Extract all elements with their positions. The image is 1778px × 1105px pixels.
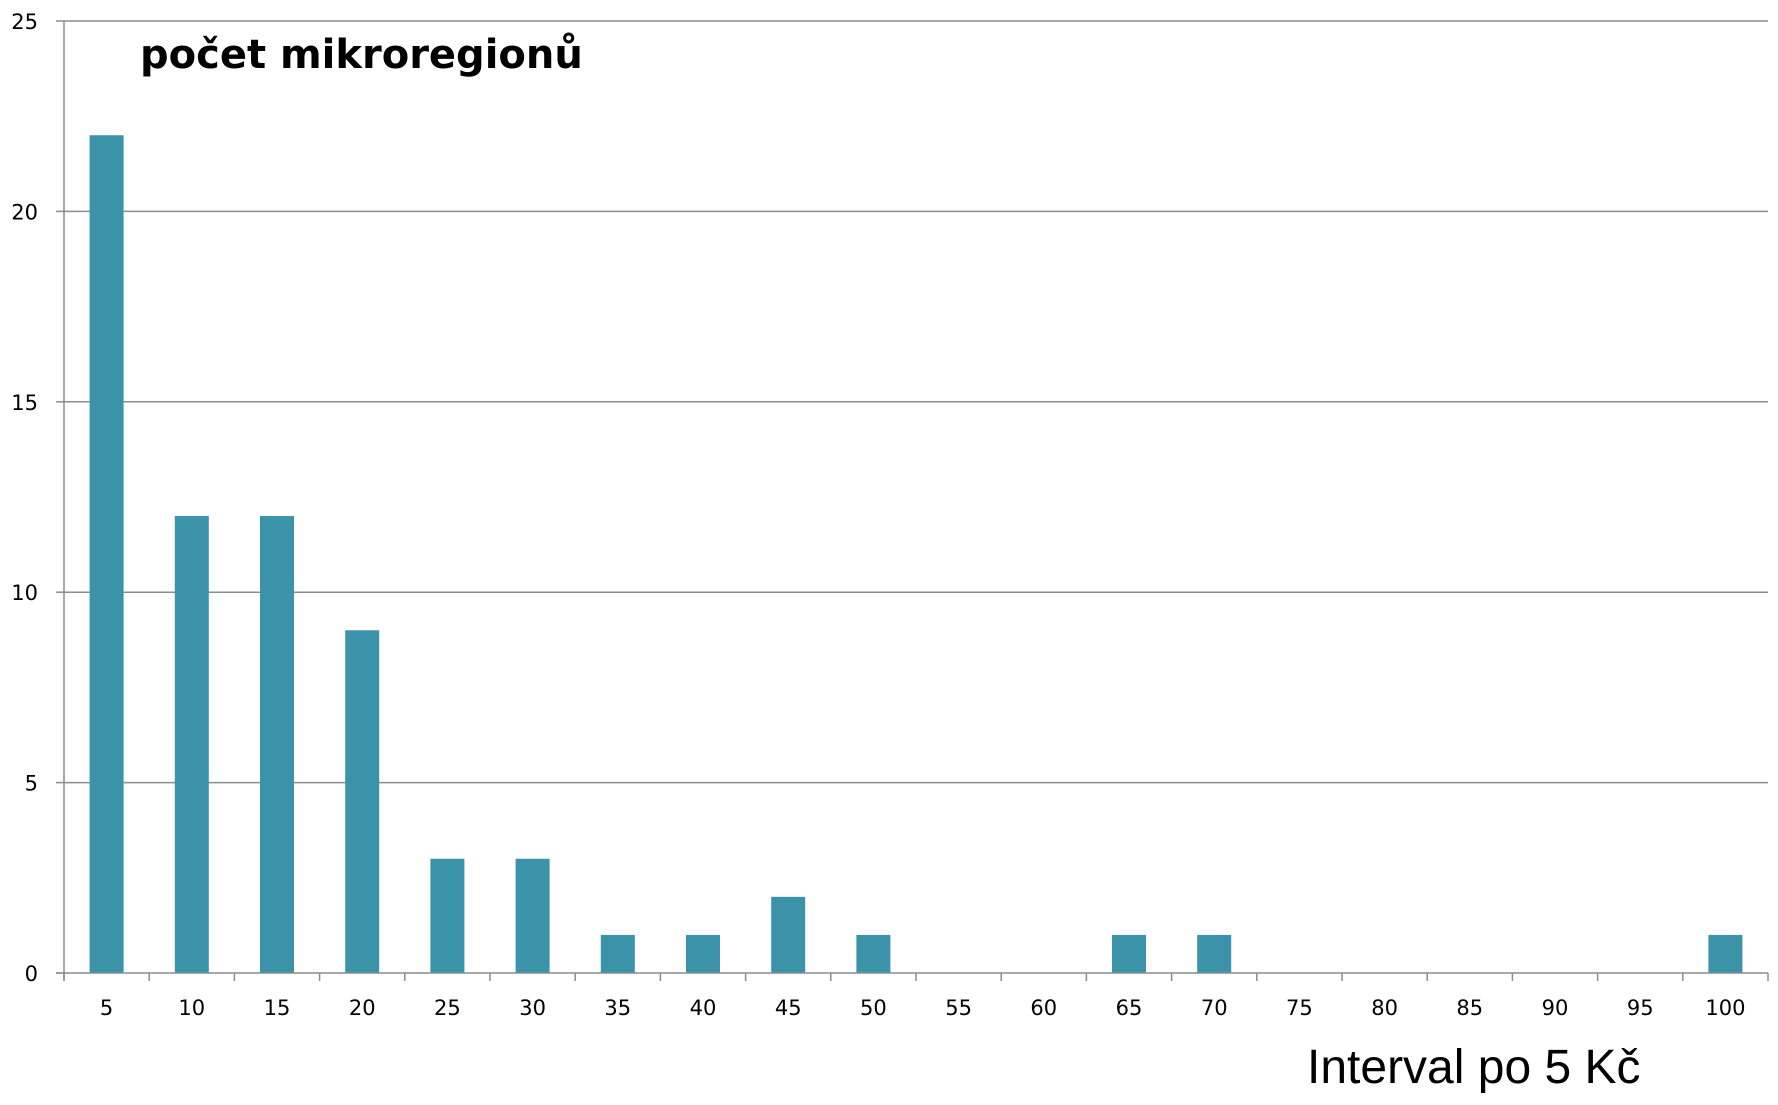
axes xyxy=(56,20,1769,981)
x-tick-label: 10 xyxy=(178,996,205,1020)
x-tick-label: 5 xyxy=(100,996,113,1020)
y-tick-label: 15 xyxy=(11,391,38,415)
y-tick-label: 25 xyxy=(11,10,38,34)
bar-50 xyxy=(856,934,891,973)
bar-15 xyxy=(260,516,294,973)
x-tick-label: 85 xyxy=(1456,996,1483,1020)
x-tick-label: 45 xyxy=(775,996,802,1020)
y-tick-label: 0 xyxy=(25,962,38,986)
y-axis-label: počet mikroregionů xyxy=(140,31,583,78)
x-axis-label: Interval po 5 Kč xyxy=(1307,1041,1641,1094)
x-tick-label: 75 xyxy=(1286,996,1313,1020)
y-tick-labels: 0 5 10 15 20 25 xyxy=(11,10,38,986)
bar-70 xyxy=(1197,934,1232,973)
x-tick-labels: 5 10 15 20 25 30 35 40 45 50 55 60 65 70 75 80 85 90 95 100 xyxy=(100,996,1746,1020)
bars xyxy=(89,135,1743,974)
x-tick-label: 70 xyxy=(1201,996,1228,1020)
x-tick-label: 80 xyxy=(1371,996,1398,1020)
x-tick-label: 30 xyxy=(519,996,546,1020)
bar-35 xyxy=(600,934,635,973)
x-tick-label: 40 xyxy=(690,996,717,1020)
bar-25 xyxy=(430,858,465,973)
bar-45 xyxy=(771,896,806,973)
bar-5 xyxy=(89,135,124,974)
bar-65 xyxy=(1112,934,1146,973)
bar-40 xyxy=(686,934,720,973)
bar-10 xyxy=(174,516,209,973)
x-tick-label: 50 xyxy=(860,996,887,1020)
x-tick-label: 60 xyxy=(1030,996,1057,1020)
bar-20 xyxy=(345,630,380,973)
x-tick-label: 90 xyxy=(1542,996,1569,1020)
x-tick-label: 95 xyxy=(1627,996,1654,1020)
bar-100 xyxy=(1708,934,1743,973)
x-tick-label: 25 xyxy=(434,996,461,1020)
y-tick-label: 10 xyxy=(11,581,38,605)
gridlines xyxy=(64,20,1768,784)
x-tick-label: 65 xyxy=(1116,996,1143,1020)
y-tick-label: 5 xyxy=(25,772,38,796)
x-tick-label: 35 xyxy=(604,996,631,1020)
y-tick-label: 20 xyxy=(11,200,38,224)
x-tick-label: 55 xyxy=(945,996,972,1020)
x-tick-label: 20 xyxy=(349,996,376,1020)
bar-30 xyxy=(515,858,550,973)
x-tick-label: 100 xyxy=(1705,996,1745,1020)
x-tick-label: 15 xyxy=(264,996,291,1020)
